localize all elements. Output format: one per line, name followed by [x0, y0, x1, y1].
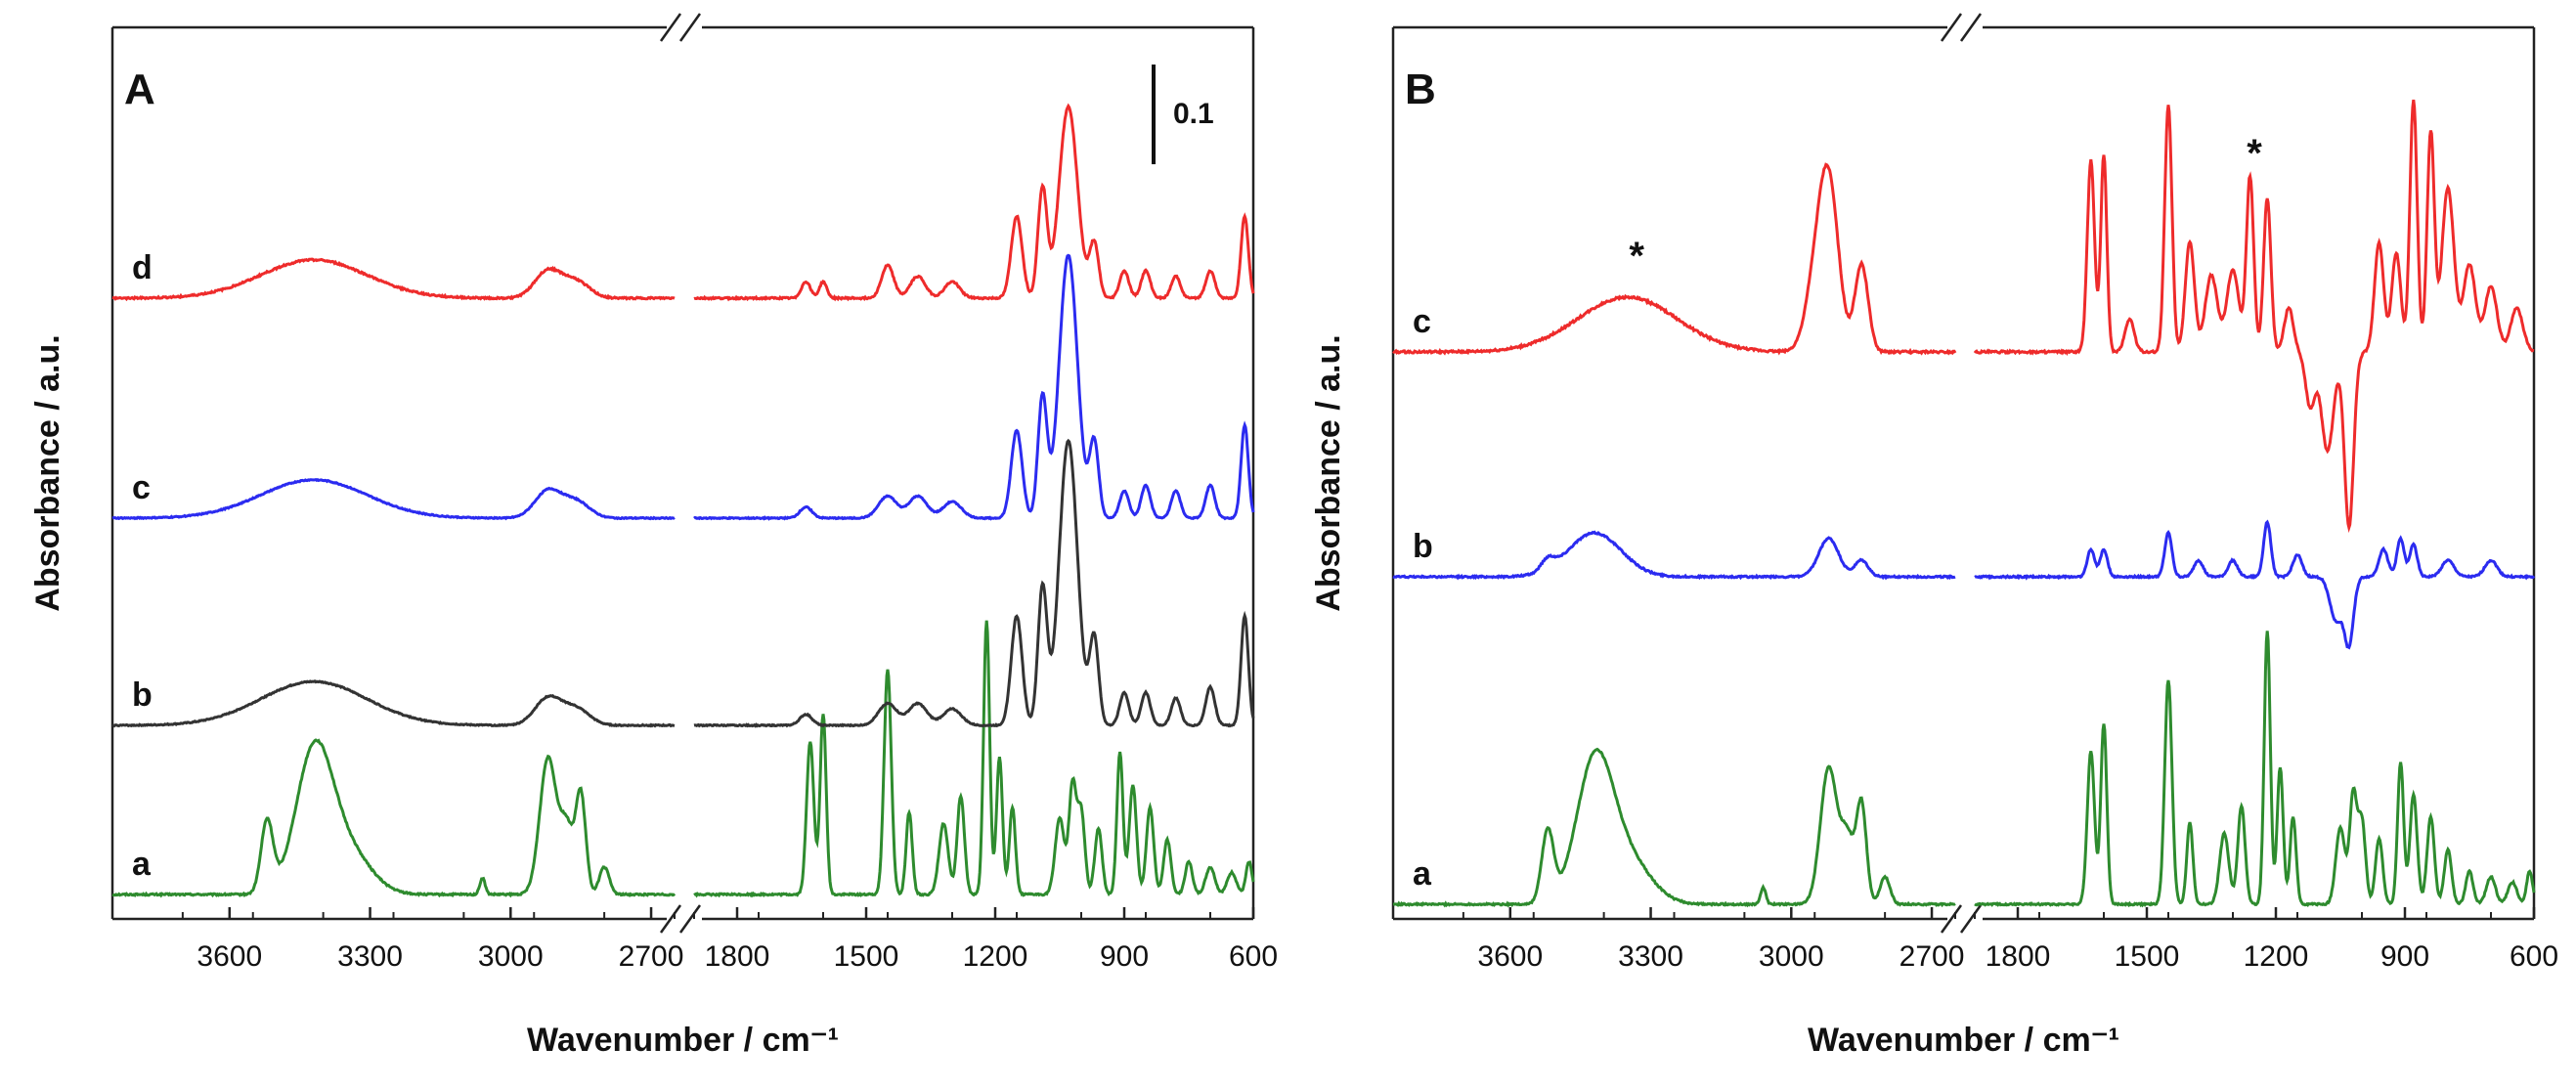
x-tick-label: 1500 — [2115, 940, 2180, 973]
axis-break-mark — [659, 13, 682, 42]
x-axis-label: Wavenumber / cm⁻¹ — [527, 1022, 839, 1059]
spectrum-line-b-seg0 — [111, 679, 676, 728]
spectrum-line-c-seg1 — [693, 253, 1255, 521]
x-tick-label: 2700 — [619, 940, 684, 973]
spectrum-line-c-seg1 — [1973, 99, 2535, 534]
x-tick-label: 3000 — [478, 940, 544, 973]
x-axis-label: Wavenumber / cm⁻¹ — [1808, 1022, 2119, 1059]
trace-label-b: b — [132, 676, 153, 714]
x-tick-label: 900 — [2380, 940, 2429, 973]
trace-label-d: d — [132, 249, 153, 286]
annotation-asterisk: * — [2247, 132, 2262, 175]
axis-break-mark — [659, 904, 682, 934]
panel-label: A — [124, 65, 155, 113]
spectrum-line-b-seg1 — [693, 438, 1255, 728]
x-tick-label: 1800 — [705, 940, 770, 973]
x-tick-label: 3300 — [337, 940, 403, 973]
x-tick-label: 600 — [1229, 940, 1278, 973]
spectrum-line-d-seg1 — [693, 103, 1255, 302]
x-tick-label: 3600 — [1477, 940, 1543, 973]
panel-A: 3600 3300 3000 2700 1800 1500 1200 900 600 Wavenu… — [29, 13, 1278, 1059]
panel-B: 3600 3300 3000 2700 1800 1500 1200 900 600 Wavenu… — [1310, 13, 2558, 1059]
trace-label-c: c — [1413, 303, 1431, 340]
x-tick-label: 2700 — [1899, 940, 1965, 973]
trace-label-a: a — [1413, 855, 1432, 893]
trace-label-c: c — [132, 469, 151, 506]
spectrum-line-b-seg0 — [1392, 530, 1956, 581]
spectrum-line-a-seg0 — [111, 738, 677, 898]
spectrum-line-a-seg1 — [693, 620, 1255, 898]
spectrum-line-d-seg0 — [111, 257, 676, 302]
spectrum-line-c-seg0 — [1392, 162, 1957, 356]
axis-break-mark — [1959, 904, 1983, 934]
x-tick-label: 1500 — [834, 940, 899, 973]
x-tick-label: 1800 — [1986, 940, 2051, 973]
trace-label-a: a — [132, 846, 152, 883]
axis-break-mark — [678, 13, 702, 42]
y-axis-label: Absorbance / a.u. — [29, 334, 66, 611]
x-tick-label: 900 — [1100, 940, 1149, 973]
x-tick-label: 600 — [2510, 940, 2558, 973]
annotation-asterisk: * — [1629, 235, 1644, 278]
y-axis-label: Absorbance / a.u. — [1310, 334, 1347, 611]
spectrum-line-a-seg0 — [1392, 747, 1956, 908]
spectrum-line-a-seg1 — [1974, 631, 2536, 908]
axis-break-mark — [1940, 904, 1963, 934]
panel-label: B — [1405, 65, 1436, 113]
trace-label-b: b — [1413, 528, 1433, 565]
axis-break-mark — [1959, 13, 1983, 42]
x-tick-label: 3300 — [1618, 940, 1683, 973]
x-tick-label: 1200 — [2244, 940, 2309, 973]
spectrum-line-c-seg0 — [111, 477, 676, 521]
spectrum-line-b-seg1 — [1974, 519, 2536, 650]
axis-break-mark — [678, 904, 702, 934]
x-tick-label: 3000 — [1759, 940, 1824, 973]
x-tick-label: 1200 — [963, 940, 1028, 973]
axis-break-mark — [1940, 13, 1963, 42]
scale-bar-label: 0.1 — [1173, 98, 1214, 130]
x-tick-label: 3600 — [196, 940, 262, 973]
